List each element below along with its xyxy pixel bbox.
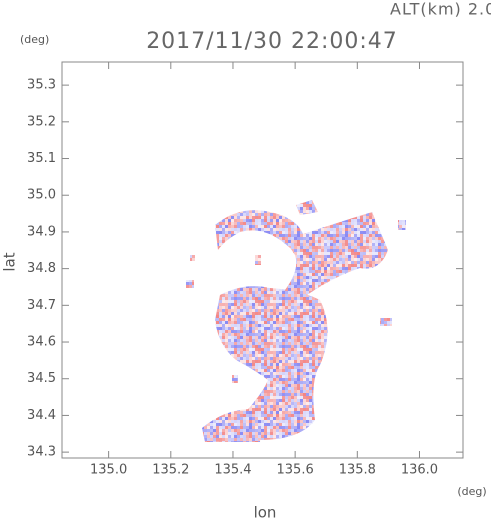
y-tick-label: 34.8: [27, 261, 56, 276]
x-tick-label: 135.8: [339, 463, 376, 478]
y-tick-label: 34.5: [27, 371, 56, 386]
plot-frame: [61, 61, 464, 459]
y-tick-label: 34.9: [27, 224, 56, 239]
y-tick-label: 35.1: [27, 151, 56, 166]
y-tick-label: 35.3: [27, 78, 56, 93]
y-tick-label: 35.0: [27, 188, 56, 203]
x-tick-label: 135.2: [152, 463, 189, 478]
x-unit: (deg): [457, 485, 486, 498]
y-unit: (deg): [20, 33, 49, 46]
x-tick-label: 136.0: [401, 463, 438, 478]
x-tick-label: 135.6: [277, 463, 314, 478]
y-tick-label: 34.4: [27, 408, 56, 423]
chart-title: 2017/11/30 22:00:47: [146, 29, 398, 54]
x-tick-label: 135.0: [90, 463, 127, 478]
y-tick-label: 34.6: [27, 335, 56, 350]
altitude-label: ALT(km) 2.0: [390, 0, 491, 19]
y-tick-label: 34.7: [27, 298, 56, 313]
y-tick-label: 34.3: [27, 445, 56, 460]
x-axis-label: lon: [254, 504, 277, 521]
x-tick-label: 135.4: [214, 463, 251, 478]
y-axis-label: lat: [1, 252, 19, 271]
y-tick-label: 35.2: [27, 114, 56, 129]
